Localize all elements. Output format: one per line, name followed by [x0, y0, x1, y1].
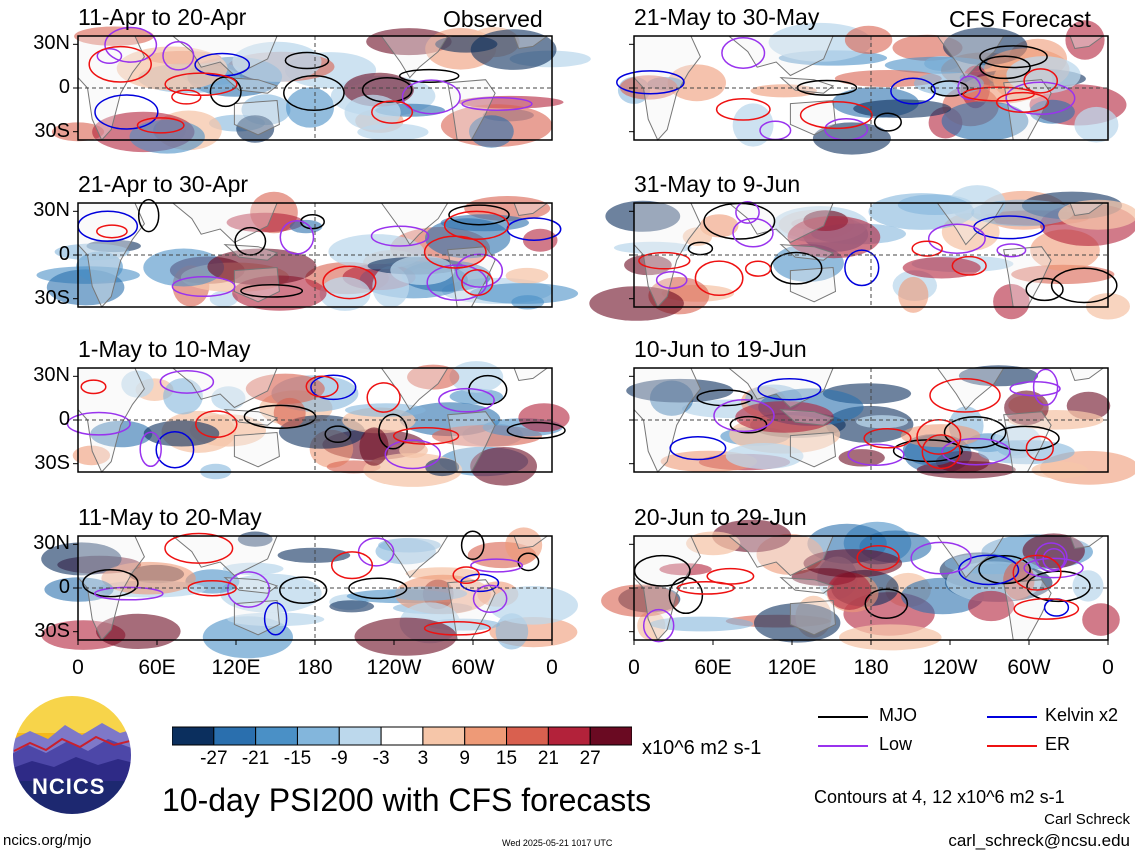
lat-tick-label: 0	[58, 76, 70, 98]
observed-label: Observed	[443, 6, 543, 32]
site-link[interactable]: ncics.org/mjo	[3, 832, 92, 849]
lat-tick-label: 30S	[34, 451, 70, 474]
logo-text: NCICS	[32, 774, 106, 799]
panel-title: 31-May to 9-Jun	[634, 171, 801, 197]
lat-tick-label: 30S	[34, 119, 70, 142]
lat-tick-label: 0	[58, 408, 70, 430]
ncics-logo	[11, 694, 133, 816]
panel-title: 1-May to 10-May	[78, 336, 251, 362]
forecast-label: CFS Forecast	[949, 6, 1091, 32]
map-panel	[41, 527, 578, 659]
colorbar-cell	[213, 726, 257, 746]
panel-title: 21-May to 30-May	[634, 4, 820, 30]
legend-label-er: ER	[1045, 734, 1071, 754]
lon-tick-label: 180	[297, 656, 333, 679]
contours-note: Contours at 4, 12 x10^6 m2 s-1	[814, 787, 1065, 807]
colorbar-cell	[547, 726, 591, 746]
colorbar-cell	[255, 726, 298, 746]
lat-tick-label: 30N	[33, 199, 70, 222]
lon-tick-label: 120E	[211, 656, 261, 679]
map-panel	[601, 519, 1120, 651]
colorbar-tick-label: 21	[537, 748, 559, 769]
author: Carl Schreck	[1044, 811, 1130, 828]
colorbar-cell	[464, 726, 508, 746]
lon-tick-label: 180	[853, 656, 889, 679]
colorbar-tick-label: -21	[241, 748, 270, 769]
legend-line-er	[987, 745, 1037, 747]
lon-tick-label: 60E	[694, 656, 732, 679]
map-panel	[589, 185, 1135, 321]
legend-label-low: Low	[879, 734, 913, 754]
panel-title: 11-Apr to 20-Apr	[78, 4, 247, 30]
colorbar-tick-label: -3	[372, 748, 390, 769]
colorbar-tick-label: -27	[200, 748, 228, 769]
timestamp: Wed 2025-05-21 1017 UTC	[502, 838, 613, 848]
email: carl_schreck@ncsu.edu	[948, 831, 1130, 850]
colorbar-cell	[172, 726, 215, 746]
lon-tick-label: 0	[628, 656, 640, 679]
lat-tick-label: 30N	[33, 32, 70, 55]
main-title: 10-day PSI200 with CFS forecasts	[162, 782, 652, 818]
panel-title: 20-Jun to 29-Jun	[634, 504, 807, 530]
lat-tick-label: 0	[58, 243, 70, 265]
map-panel	[616, 20, 1127, 155]
panel-title: 10-Jun to 19-Jun	[634, 336, 807, 362]
legend-label-kelvin: Kelvin x2	[1045, 705, 1119, 725]
panel-title: 21-Apr to 30-Apr	[78, 171, 249, 197]
colorbar-cell	[338, 726, 382, 746]
legend-line-kelvin	[987, 716, 1037, 718]
map-panel	[626, 365, 1135, 485]
colorbar-unit: x10^6 m2 s-1	[642, 737, 762, 759]
colorbar-tick-label: 9	[459, 748, 470, 769]
lon-tick-label: 0	[1102, 656, 1114, 679]
map-panel	[36, 191, 579, 311]
colorbar-cell	[506, 726, 549, 746]
lat-tick-label: 0	[58, 576, 70, 598]
colorbar-cell	[589, 726, 632, 746]
panel-title: 11-May to 20-May	[78, 504, 262, 530]
colorbar-tick-label: 15	[495, 748, 518, 769]
lat-tick-label: 30N	[33, 532, 70, 555]
lat-tick-label: 30S	[34, 619, 70, 642]
colorbar-cell	[296, 726, 340, 746]
colorbar-tick-label: -15	[283, 748, 312, 769]
colorbar-tick-label: 3	[417, 748, 429, 769]
legend-line-low	[818, 745, 868, 747]
colorbar-tick-label: -9	[330, 748, 348, 769]
lon-tick-label: 0	[72, 656, 84, 679]
colorbar-cell	[380, 726, 424, 746]
lon-tick-label: 60E	[138, 656, 176, 679]
lat-tick-label: 30S	[34, 286, 70, 309]
colorbar-cell	[422, 726, 466, 746]
colorbar-tick-label: 27	[579, 748, 601, 769]
lon-tick-label: 0	[546, 656, 558, 679]
colorbar	[172, 726, 632, 746]
lon-tick-label: 120E	[767, 656, 817, 679]
legend-line-mjo	[818, 716, 868, 718]
lon-tick-label: 60W	[451, 656, 495, 679]
map-panel	[51, 26, 591, 154]
lon-tick-label: 120W	[366, 656, 422, 679]
lon-tick-label: 120W	[922, 656, 978, 679]
map-panel	[66, 361, 570, 487]
legend-label-mjo: MJO	[879, 705, 917, 725]
lon-tick-label: 60W	[1007, 656, 1051, 679]
lat-tick-label: 30N	[33, 364, 70, 387]
